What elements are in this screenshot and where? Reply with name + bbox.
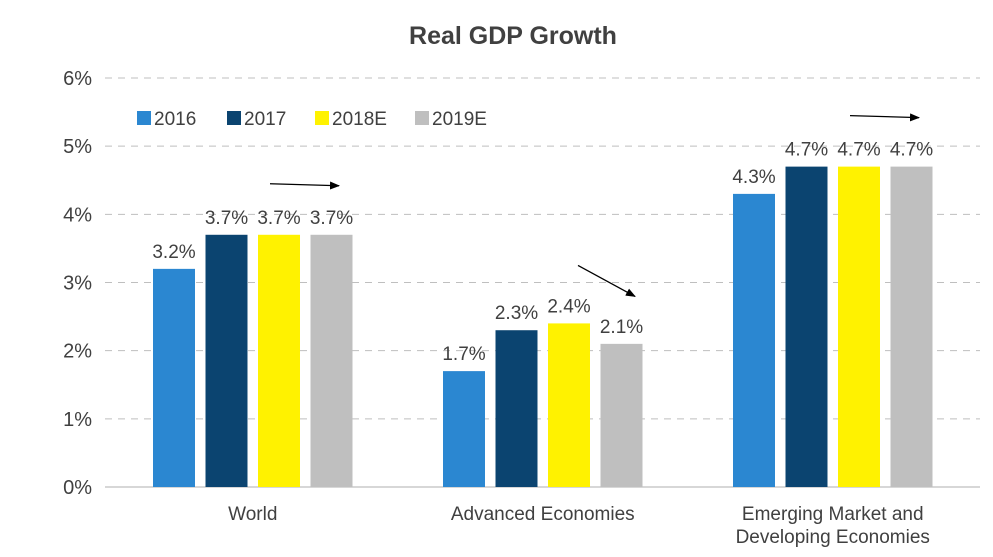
- y-tick-label: 4%: [63, 204, 92, 226]
- chart-title: Real GDP Growth: [409, 22, 617, 50]
- bar-2018e-0: [258, 234, 300, 487]
- legend-label: 2017: [244, 109, 286, 130]
- trend-arrow: [849, 113, 920, 122]
- legend-label: 2016: [154, 109, 196, 130]
- trend-arrow: [577, 264, 636, 297]
- bar-2017-2: [785, 166, 828, 487]
- data-label: 1.7%: [442, 344, 485, 365]
- y-tick-label: 3%: [63, 273, 92, 295]
- data-label: 3.7%: [205, 208, 248, 229]
- bar-2017-0: [205, 234, 248, 487]
- data-label: 4.7%: [837, 140, 880, 161]
- legend-label: 2018E: [332, 109, 387, 130]
- y-tick-label: 2%: [63, 341, 92, 363]
- x-category-label: Advanced Economies: [451, 504, 635, 525]
- bar-2016-1: [443, 371, 485, 487]
- y-tick-label: 1%: [63, 409, 92, 431]
- data-label: 2.1%: [600, 317, 643, 338]
- y-tick-label: 5%: [63, 136, 92, 158]
- data-label: 2.4%: [547, 296, 590, 317]
- bar-2017-1: [495, 330, 538, 487]
- y-tick-label: 6%: [63, 68, 92, 90]
- data-label: 2.3%: [495, 303, 538, 324]
- data-labels: 3.2% 1.7% 4.3% 3.7% 2.3% 4.7% 3.7% 2.4% 4.7% 3.7%…: [152, 140, 933, 366]
- x-axis-category-labels: World Advanced Economies Emerging Market a…: [228, 504, 930, 548]
- bars: [153, 166, 933, 487]
- x-category-label: World: [228, 504, 277, 525]
- x-category-label: Emerging Market and Developing Economies: [736, 504, 930, 548]
- legend-swatch: [415, 111, 429, 125]
- bar-2016-0: [153, 268, 195, 487]
- data-label: 4.3%: [732, 167, 775, 188]
- legend-swatch: [137, 111, 151, 125]
- bar-2019e-0: [310, 234, 353, 487]
- bar-2018e-1: [548, 323, 590, 487]
- gridlines: [105, 77, 980, 488]
- bar-2018e-2: [838, 166, 880, 487]
- legend-swatch: [315, 111, 329, 125]
- data-label: 3.7%: [257, 208, 300, 229]
- y-axis-tick-labels: 0% 1% 2% 3% 4% 5% 6%: [63, 68, 92, 499]
- trend-arrows: [269, 113, 920, 297]
- legend-swatch: [227, 111, 241, 125]
- bar-2016-2: [733, 193, 775, 487]
- data-label: 4.7%: [785, 140, 828, 161]
- data-label: 3.2%: [152, 242, 195, 263]
- bar-2019e-2: [890, 166, 933, 487]
- trend-arrow: [269, 181, 340, 190]
- y-tick-label: 0%: [63, 477, 92, 499]
- legend: 2016 2017 2018E 2019E: [137, 109, 487, 130]
- data-label: 4.7%: [890, 140, 933, 161]
- bar-2019e-1: [600, 343, 643, 487]
- legend-label: 2019E: [432, 109, 487, 130]
- data-label: 3.7%: [310, 208, 353, 229]
